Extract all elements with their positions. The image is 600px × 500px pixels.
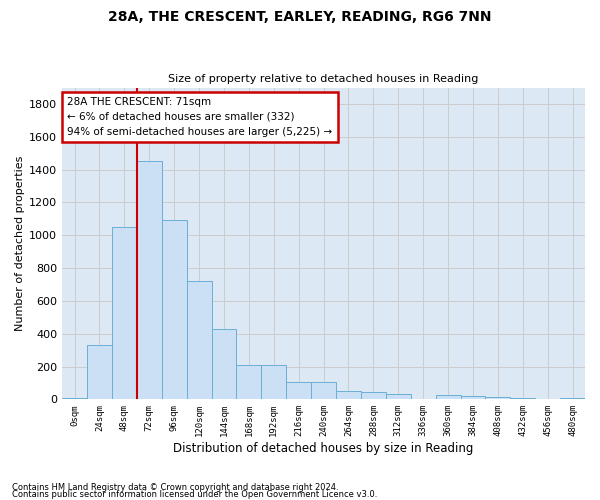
Bar [560,398,585,400]
Text: 28A, THE CRESCENT, EARLEY, READING, RG6 7NN: 28A, THE CRESCENT, EARLEY, READING, RG6 … [108,10,492,24]
Title: Size of property relative to detached houses in Reading: Size of property relative to detached ho… [169,74,479,84]
Bar [262,365,286,400]
Y-axis label: Number of detached properties: Number of detached properties [15,156,25,331]
Bar [311,382,336,400]
Bar [187,281,212,400]
Bar [162,220,187,400]
Bar [411,398,436,400]
X-axis label: Distribution of detached houses by size in Reading: Distribution of detached houses by size … [173,442,474,455]
Text: Contains HM Land Registry data © Crown copyright and database right 2024.: Contains HM Land Registry data © Crown c… [12,484,338,492]
Bar [336,391,361,400]
Bar [112,227,137,400]
Bar [436,395,461,400]
Bar [511,398,535,400]
Bar [485,397,511,400]
Bar [386,394,411,400]
Text: 28A THE CRESCENT: 71sqm
← 6% of detached houses are smaller (332)
94% of semi-de: 28A THE CRESCENT: 71sqm ← 6% of detached… [67,97,332,136]
Bar [212,329,236,400]
Bar [62,398,87,400]
Bar [236,365,262,400]
Bar [137,162,162,400]
Bar [87,345,112,400]
Bar [461,396,485,400]
Bar [361,392,386,400]
Text: Contains public sector information licensed under the Open Government Licence v3: Contains public sector information licen… [12,490,377,499]
Bar [286,382,311,400]
